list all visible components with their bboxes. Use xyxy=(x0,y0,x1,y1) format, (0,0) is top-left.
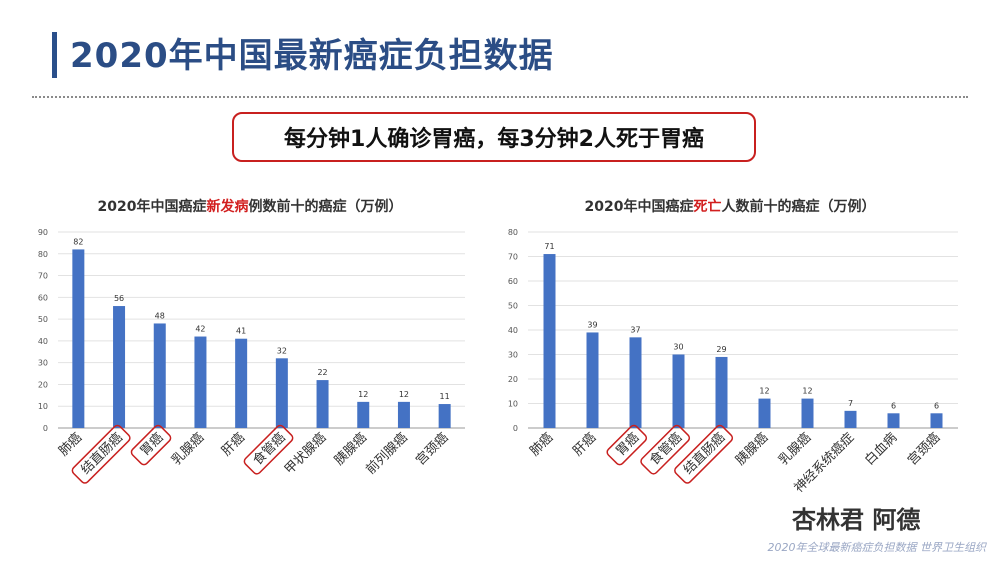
chart-1-ytick-label: 20 xyxy=(38,380,48,389)
chart-1-category-circle xyxy=(71,424,131,484)
chart-2-bar xyxy=(844,410,857,428)
chart-2-data-label: 30 xyxy=(673,343,683,352)
chart-1-ytick-label: 80 xyxy=(38,250,48,259)
chart-2-ytick-label: 60 xyxy=(508,277,518,286)
chart-2-data-label: 12 xyxy=(759,387,769,396)
chart-2-title-b: 人数前十的癌症（万例） xyxy=(721,199,876,215)
chart-1-ytick-label: 70 xyxy=(38,272,48,281)
chart-1-bar xyxy=(397,401,410,428)
chart-1-category-circle xyxy=(130,424,172,466)
chart-2-data-label: 37 xyxy=(630,325,640,334)
chart-1-ytick-label: 90 xyxy=(38,228,48,237)
highlight-box: 每分钟1人确诊胃癌，每3分钟2人死于胃癌 xyxy=(232,112,756,162)
chart-1-ytick-label: 40 xyxy=(38,337,48,346)
chart-1-bar xyxy=(357,401,370,428)
chart-1-category-label: 甲状腺癌 xyxy=(281,430,329,478)
chart-2-title: 2020年中国癌症死亡人数前十的癌症（万例） xyxy=(520,196,940,216)
chart-2-bar xyxy=(758,398,771,428)
chart-2-data-label: 29 xyxy=(716,345,726,354)
chart-2-bar xyxy=(586,332,599,428)
chart-1-data-label: 11 xyxy=(440,392,450,401)
chart-2-category-label: 白血病 xyxy=(861,430,900,469)
chart-1-title: 2020年中国癌症新发病例数前十的癌症（万例） xyxy=(40,196,460,216)
chart-1-title-b: 例数前十的癌症（万例） xyxy=(248,199,403,215)
chart-2-data-label: 6 xyxy=(934,401,939,410)
chart-1-bar xyxy=(235,338,248,428)
chart-2-bar xyxy=(801,398,814,428)
chart-2-bar xyxy=(887,413,900,428)
chart-1-data-label: 22 xyxy=(317,368,327,377)
chart-1-category-label: 胰腺癌 xyxy=(331,430,370,469)
chart-1-data-label: 41 xyxy=(236,327,246,336)
chart-1-category-label: 乳腺癌 xyxy=(168,430,207,469)
chart-1-data-label: 12 xyxy=(358,390,368,399)
chart-1-ytick-label: 30 xyxy=(38,359,48,368)
chart-1-data-label: 82 xyxy=(73,237,83,246)
chart-2-ytick-label: 20 xyxy=(508,375,518,384)
chart-1-data-label: 56 xyxy=(114,294,124,303)
chart-2-category-label: 肝癌 xyxy=(570,430,600,460)
chart-1-bar xyxy=(72,249,85,428)
chart-1-bar xyxy=(438,404,451,428)
chart-2-bar xyxy=(672,354,685,428)
footer-source: 2020年全球最新癌症负担数据 世界卫生组织 xyxy=(767,541,987,554)
chart-1-bar xyxy=(194,336,207,428)
chart-1-data-label: 42 xyxy=(195,325,205,334)
chart-1-category-label: 宫颈癌 xyxy=(413,430,452,469)
dotted-divider xyxy=(32,96,968,98)
title-accent-bar xyxy=(52,32,57,78)
chart-2-category-circle xyxy=(674,424,734,484)
watermark-text: 杏林君 阿德 xyxy=(792,506,921,534)
chart-2-category-circle xyxy=(606,424,648,466)
chart-2-category-label: 胰腺癌 xyxy=(732,430,771,469)
chart-2-ytick-label: 0 xyxy=(513,424,518,433)
chart-1-category-label: 肝癌 xyxy=(218,430,248,460)
chart-1-category-label: 前列腺癌 xyxy=(363,430,411,478)
chart-1-data-label: 12 xyxy=(399,390,409,399)
chart-2-title-a: 2020年中国癌症 xyxy=(584,199,694,215)
page-title: 2020年中国最新癌症负担数据 xyxy=(70,36,554,76)
highlight-text: 每分钟1人确诊胃癌，每3分钟2人死于胃癌 xyxy=(284,127,704,152)
chart-2-ytick-label: 70 xyxy=(508,253,518,262)
chart-1-bar xyxy=(316,380,329,428)
chart-1-category-label: 结直肠癌 xyxy=(78,430,126,478)
chart-2-data-label: 7 xyxy=(848,399,853,408)
chart-1-ytick-label: 10 xyxy=(38,402,48,411)
chart-1-category-label: 胃癌 xyxy=(137,430,167,460)
chart-1-data-label: 32 xyxy=(277,346,287,355)
chart-1-title-highlight: 新发病 xyxy=(206,199,249,215)
chart-2-category-label: 结直肠癌 xyxy=(680,430,728,478)
chart-1-bar xyxy=(275,358,288,428)
chart-2-data-label: 39 xyxy=(587,320,597,329)
chart-1-category-circle xyxy=(243,424,294,475)
chart-1-category-label: 肺癌 xyxy=(55,430,85,460)
chart-2-category-label: 胃癌 xyxy=(613,430,643,460)
chart-2-data-label: 71 xyxy=(544,242,554,251)
chart-2-bar xyxy=(629,337,642,428)
chart-2-data-label: 12 xyxy=(802,387,812,396)
chart-2-category-label: 宫颈癌 xyxy=(904,430,943,469)
chart-2-ytick-label: 40 xyxy=(508,326,518,335)
chart-2-ytick-label: 50 xyxy=(508,302,518,311)
chart-1-data-label: 48 xyxy=(155,311,165,320)
chart-1-bar xyxy=(153,323,166,428)
chart-2-category-label: 肺癌 xyxy=(527,430,557,460)
chart-2-ytick-label: 10 xyxy=(508,400,518,409)
chart-1-title-a: 2020年中国癌症 xyxy=(97,199,207,215)
chart-2-title-highlight: 死亡 xyxy=(693,199,722,215)
chart-2-bar xyxy=(930,413,943,428)
chart-2-bar xyxy=(543,254,556,428)
chart-2-bar xyxy=(715,356,728,428)
chart-1-bar xyxy=(113,306,126,428)
chart-2-category-circle xyxy=(640,424,691,475)
chart-2-ytick-label: 80 xyxy=(508,228,518,237)
chart-2-category-label: 乳腺癌 xyxy=(775,430,814,469)
chart-2-data-label: 6 xyxy=(891,401,896,410)
chart-1-ytick-label: 50 xyxy=(38,315,48,324)
chart-2-ytick-label: 30 xyxy=(508,351,518,360)
chart-1-ytick-label: 0 xyxy=(43,424,48,433)
chart-1-ytick-label: 60 xyxy=(38,293,48,302)
